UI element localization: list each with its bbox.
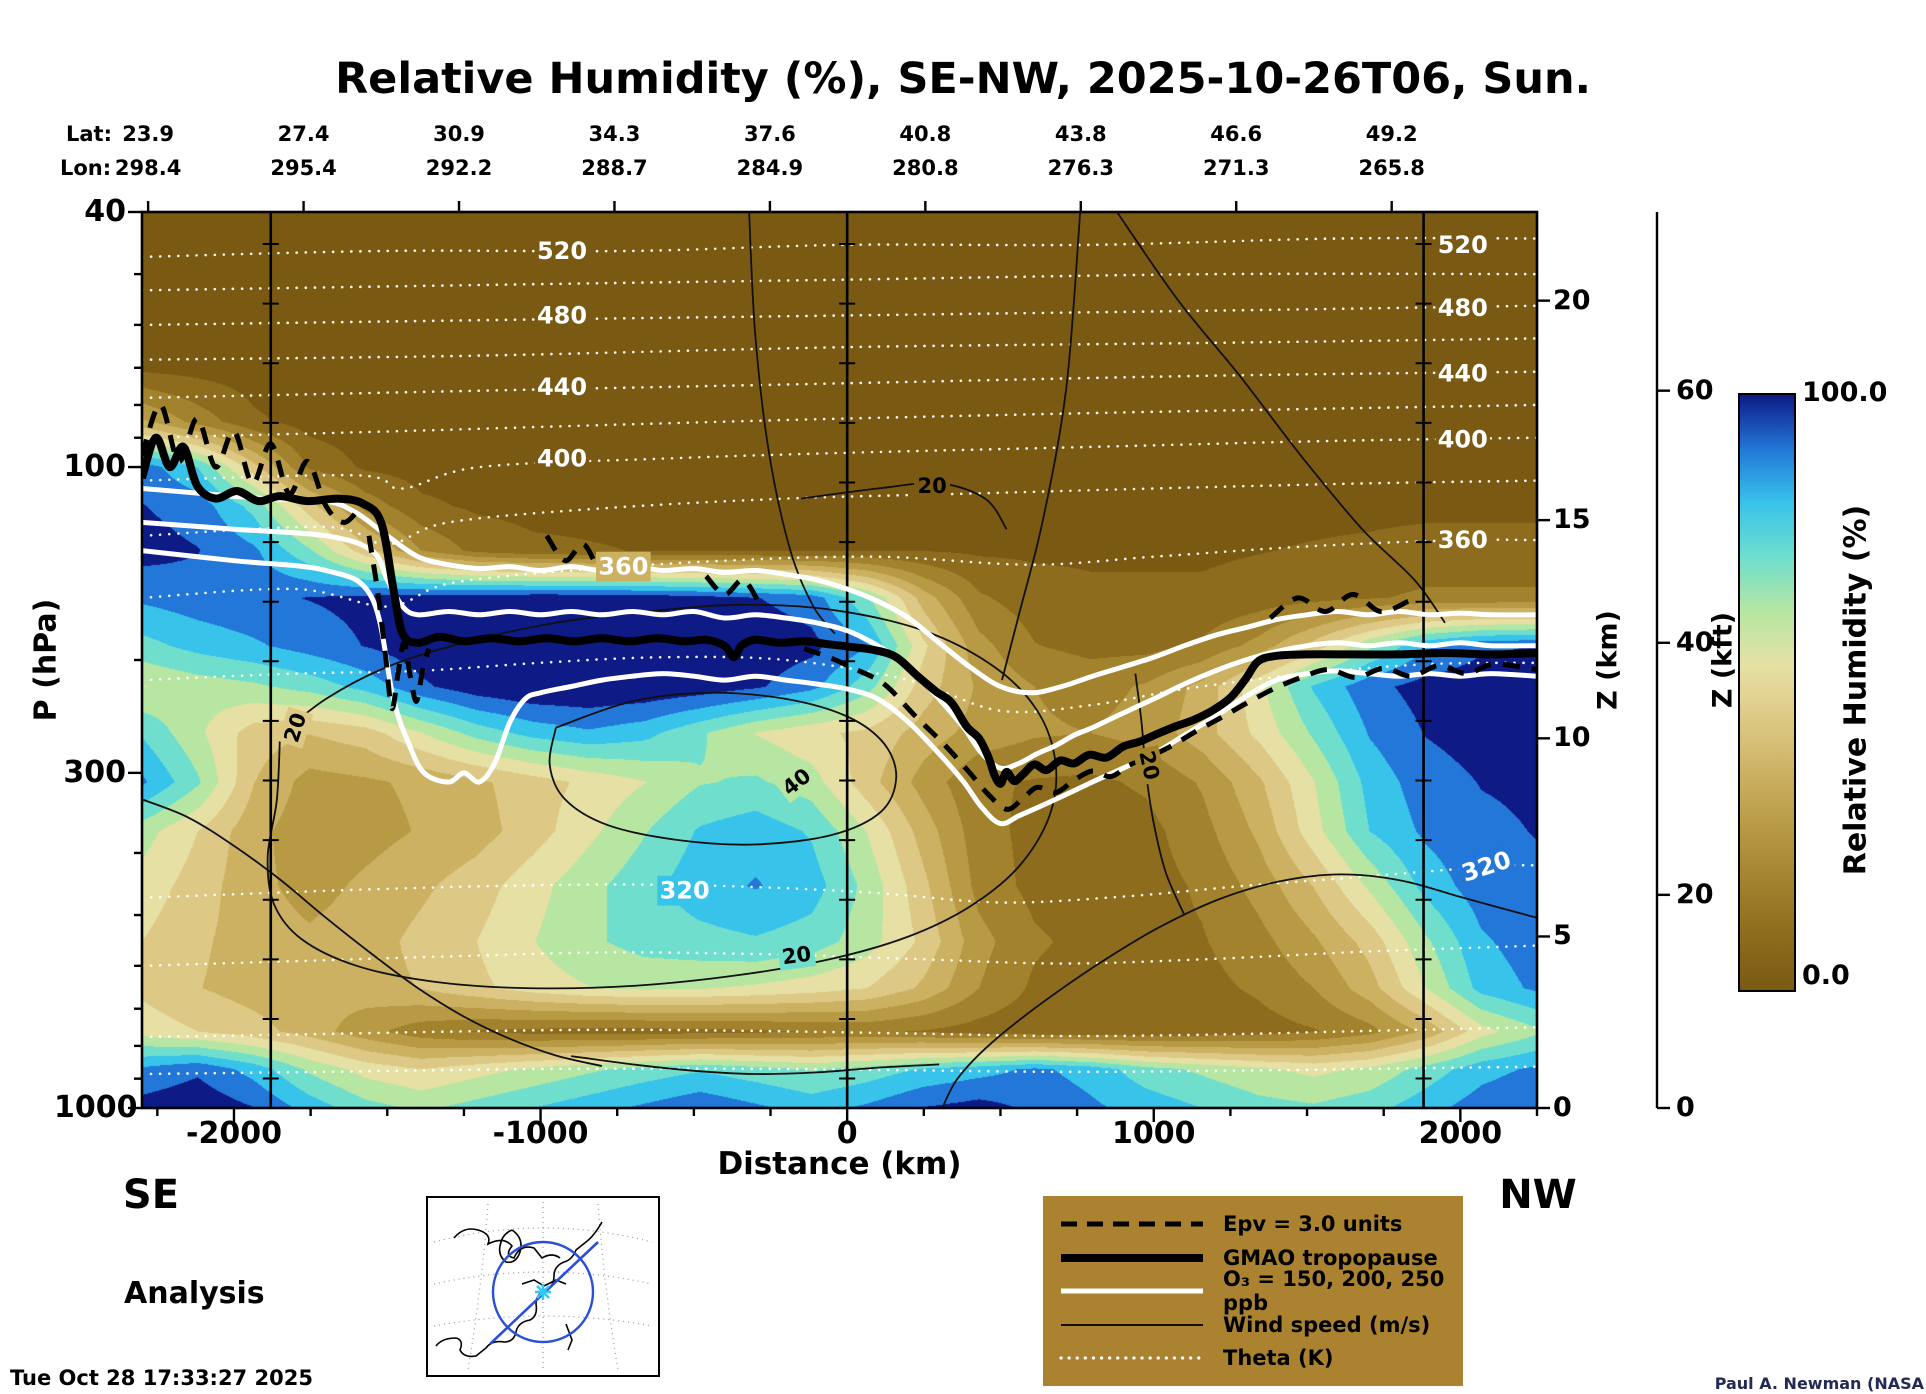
legend-label-3: Wind speed (m/s) (1223, 1312, 1431, 1337)
analysis-label: Analysis (124, 1276, 265, 1311)
lon-value-7: 271.3 (1203, 156, 1270, 180)
z-km-tick-label-20: 20 (1553, 284, 1591, 316)
credit: Paul A. Newman (NASA (1714, 1374, 1924, 1393)
lat-prefix: Lat: (66, 122, 112, 146)
lon-value-5: 280.8 (892, 156, 959, 180)
lat-value-2: 30.9 (433, 122, 485, 146)
z-km-tick-label-5: 5 (1553, 920, 1572, 952)
lat-value-4: 37.6 (743, 122, 796, 146)
colorbar (1738, 393, 1796, 992)
z-km-axis-label: Z (km) (1592, 610, 1624, 710)
z-kft-axis-label: Z (kft) (1707, 611, 1739, 709)
legend-sample-dotted-white (1059, 1356, 1205, 1360)
map-range-circle (491, 1240, 595, 1344)
legend-row-0: Epv = 3.0 units (1057, 1209, 1449, 1239)
lat-value-7: 46.6 (1210, 122, 1263, 146)
legend-label-2: O₃ = 150, 200, 250 ppb (1223, 1267, 1445, 1315)
x-tick-label-0: 0 (836, 1116, 858, 1151)
legend-label-1: GMAO tropopause (1223, 1245, 1438, 1270)
p-tick-label-40: 40 (84, 194, 126, 229)
lon-value-4: 284.9 (736, 156, 804, 180)
legend-sample-thick-black (1061, 1253, 1203, 1262)
x-tick-label-1000: 1000 (1112, 1116, 1196, 1151)
z-kft-tick-label-60: 60 (1676, 374, 1714, 406)
y-axis-label: P (hPa) (28, 598, 64, 722)
map-center-marker (535, 1284, 551, 1300)
lon-value-1: 295.4 (270, 156, 337, 180)
p-tick-label-100: 100 (63, 449, 126, 485)
legend-sample-dashed-black (1061, 1221, 1203, 1227)
lat-row: Lat: 23.9 27.4 30.9 34.3 37.6 40.8 43.8 46.6 49.… (0, 122, 1926, 150)
lat-value-8: 49.2 (1365, 122, 1418, 146)
x-axis-label: Distance (km) (717, 1146, 962, 1182)
z-kft-tick-label-40: 40 (1676, 626, 1714, 658)
rh-heatmap-canvas (142, 212, 1537, 1108)
p-tick-label-1000: 1000 (54, 1090, 138, 1125)
z-kft-tick-label-0: 0 (1676, 1092, 1695, 1123)
lon-value-6: 276.3 (1047, 156, 1114, 180)
x-tick-label-2000: 2000 (1418, 1116, 1503, 1151)
legend-label-4: Theta (K) (1223, 1346, 1334, 1370)
lon-value-0: 298.4 (114, 156, 182, 180)
lon-prefix: Lon: (60, 156, 112, 180)
z-kft-tick-label-20: 20 (1676, 878, 1714, 910)
lat-value-3: 34.3 (588, 122, 641, 146)
legend-sample-thin-black (1061, 1323, 1203, 1326)
z-km-tick-label-10: 10 (1553, 722, 1591, 754)
x-tick-label--2000: -2000 (185, 1116, 282, 1151)
legend-row-3: Wind speed (m/s) (1057, 1310, 1449, 1340)
legend-label-0: Epv = 3.0 units (1223, 1212, 1403, 1236)
legend-row-4: Theta (K) (1057, 1343, 1449, 1373)
corner-label-nw: NW (1499, 1172, 1577, 1218)
lat-value-0: 23.9 (122, 122, 175, 146)
lon-row: Lon: 298.4 295.4 292.2 288.7 284.9 280.8 276.3… (0, 156, 1926, 184)
lat-value-5: 40.8 (899, 122, 952, 146)
map-inset (426, 1196, 660, 1377)
timestamp: Tue Oct 28 17:33:27 2025 (10, 1366, 313, 1390)
chart-title: Relative Humidity (%), SE-NW, 2025-10-26… (335, 54, 1591, 104)
lon-value-8: 265.8 (1358, 156, 1425, 180)
legend-row-2: O₃ = 150, 200, 250 ppb (1057, 1267, 1449, 1315)
legend: Epv = 3.0 units GMAO tropopause O₃ = 150, … (1043, 1196, 1463, 1386)
lat-value-6: 43.8 (1054, 122, 1107, 146)
z-km-tick-label-15: 15 (1553, 504, 1591, 536)
legend-sample-white-thick (1061, 1288, 1203, 1294)
lon-value-2: 292.2 (425, 156, 493, 180)
colorbar-min-label: 0.0 (1802, 960, 1850, 991)
colorbar-max-label: 100.0 (1802, 377, 1888, 408)
corner-label-se: SE (122, 1172, 180, 1218)
lat-value-1: 27.4 (277, 122, 330, 146)
x-tick-label--1000: -1000 (492, 1116, 589, 1151)
p-tick-label-300: 300 (63, 754, 126, 790)
lon-value-3: 288.7 (581, 156, 648, 180)
z-km-tick-label-0: 0 (1553, 1092, 1572, 1123)
legend-row-1: GMAO tropopause (1057, 1243, 1449, 1273)
colorbar-title: Relative Humidity (%) (1838, 504, 1874, 876)
